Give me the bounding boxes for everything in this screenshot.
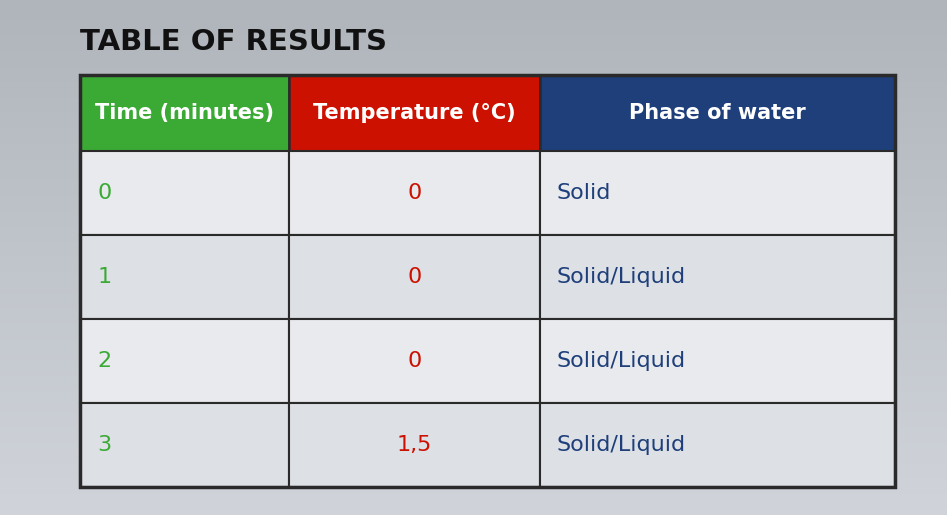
FancyBboxPatch shape [289, 151, 540, 235]
Text: Phase of water: Phase of water [629, 103, 806, 123]
Text: 1: 1 [98, 267, 112, 287]
FancyBboxPatch shape [80, 235, 289, 319]
Text: 0: 0 [407, 183, 421, 203]
FancyBboxPatch shape [540, 319, 895, 403]
FancyBboxPatch shape [80, 151, 289, 235]
Text: 2: 2 [98, 351, 112, 371]
FancyBboxPatch shape [540, 75, 895, 151]
Text: 0: 0 [407, 351, 421, 371]
Text: Solid/Liquid: Solid/Liquid [557, 435, 686, 455]
FancyBboxPatch shape [540, 403, 895, 487]
Text: TABLE OF RESULTS: TABLE OF RESULTS [80, 28, 387, 56]
Text: Solid/Liquid: Solid/Liquid [557, 351, 686, 371]
Text: Temperature (°C): Temperature (°C) [313, 103, 515, 123]
FancyBboxPatch shape [80, 403, 289, 487]
FancyBboxPatch shape [80, 75, 289, 151]
Text: 3: 3 [98, 435, 112, 455]
Text: 0: 0 [407, 267, 421, 287]
FancyBboxPatch shape [289, 319, 540, 403]
FancyBboxPatch shape [80, 319, 289, 403]
FancyBboxPatch shape [289, 235, 540, 319]
Text: Solid/Liquid: Solid/Liquid [557, 267, 686, 287]
FancyBboxPatch shape [540, 235, 895, 319]
Text: 1,5: 1,5 [397, 435, 432, 455]
FancyBboxPatch shape [289, 75, 540, 151]
Text: Time (minutes): Time (minutes) [95, 103, 275, 123]
Text: 0: 0 [98, 183, 112, 203]
FancyBboxPatch shape [289, 403, 540, 487]
FancyBboxPatch shape [540, 151, 895, 235]
Text: Solid: Solid [557, 183, 611, 203]
